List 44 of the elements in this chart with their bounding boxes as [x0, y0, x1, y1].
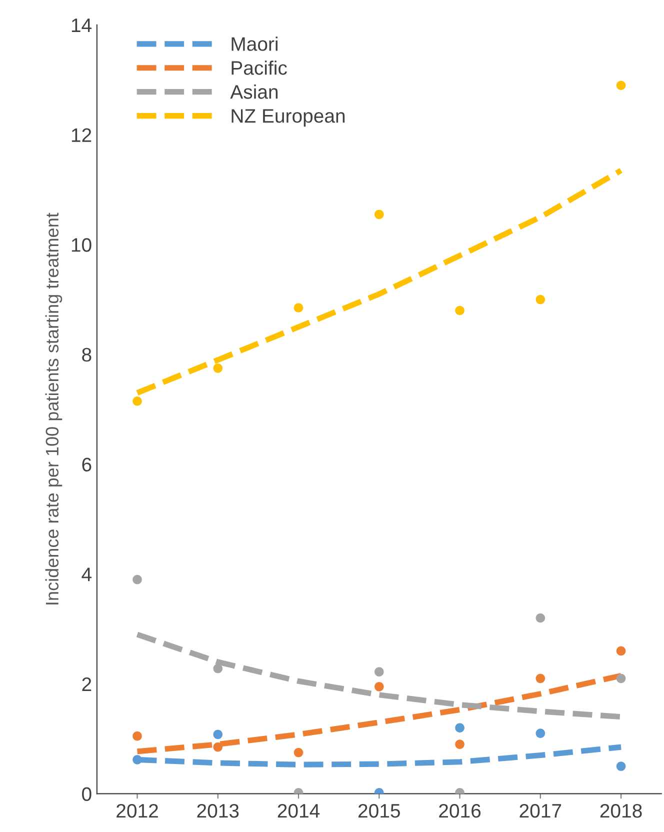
x-tick-label: 2015: [358, 804, 400, 818]
point: [132, 574, 142, 584]
point: [616, 762, 626, 771]
point: [455, 306, 464, 316]
point: [294, 748, 304, 758]
point: [616, 646, 626, 656]
point: [455, 740, 464, 749]
x-tick-label: 2013: [197, 804, 239, 818]
y-tick-label: 10: [72, 238, 92, 252]
y-tick-label: 14: [72, 18, 92, 32]
y-tick-label: 6: [82, 458, 92, 472]
x-tick-label: 2014: [278, 804, 320, 818]
point: [213, 742, 223, 752]
point: [213, 730, 223, 740]
y-tick-label: 8: [82, 348, 92, 362]
point: [132, 396, 142, 406]
point: [536, 728, 546, 738]
x-tick-label: 2018: [600, 804, 642, 818]
y-tick-label: 2: [82, 677, 92, 691]
point: [294, 303, 304, 312]
point: [616, 674, 626, 684]
point: [374, 682, 384, 692]
point: [455, 723, 464, 732]
y-tick-label: 4: [82, 568, 92, 582]
point: [536, 294, 546, 304]
point: [132, 755, 142, 764]
legend-label: Maori: [232, 36, 278, 51]
point: [536, 613, 546, 623]
point: [616, 80, 626, 90]
point: [213, 664, 223, 674]
point: [536, 674, 546, 684]
legend-label: Pacific: [232, 60, 287, 75]
y-axis-title: Incidence rate per 100 patients starting treatment: [45, 212, 62, 604]
y-tick-label: 0: [82, 787, 92, 801]
x-tick-label: 2017: [520, 804, 562, 818]
x-tick-label: 2012: [116, 804, 158, 818]
legend-label: Asian: [230, 84, 278, 99]
point: [132, 731, 142, 741]
point: [374, 667, 384, 676]
y-tick-label: 12: [72, 128, 92, 142]
x-tick-label: 2016: [439, 804, 481, 818]
point: [213, 364, 223, 373]
legend-label: NZ European: [232, 109, 345, 127]
point: [374, 210, 384, 220]
